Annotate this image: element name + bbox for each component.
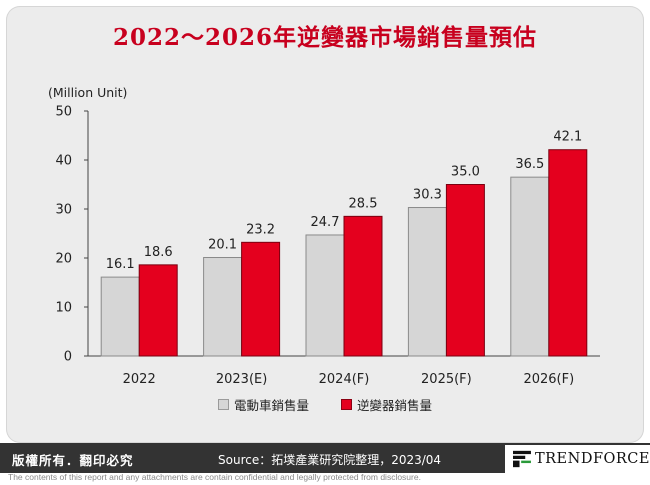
bar-value-label: 28.5 [349, 196, 378, 211]
source-note: Source：拓墣產業研究院整理，2023/04 [218, 453, 442, 467]
brand-name: TRENDFORCE [534, 451, 650, 467]
legend-item-series-1: 電動車銷售量 [217, 395, 309, 414]
bar-ev-sales [100, 276, 140, 357]
legend-label-series-2: 逆變器銷售量 [356, 398, 432, 413]
bar-ev-sales [203, 257, 243, 357]
y-tick-label: 40 [55, 154, 72, 169]
y-tick-label: 50 [55, 105, 72, 120]
disclaimer-text: The contents of this report and any atta… [8, 472, 421, 482]
footer-bar: 版權所有．翻印必究 Source：拓墣產業研究院整理，2023/04 TREND… [0, 443, 650, 473]
bar-value-label: 35.0 [451, 165, 480, 180]
legend-swatch-red [340, 399, 352, 410]
y-tick-label: 10 [55, 301, 72, 316]
x-tick-label: 2026(F) [523, 372, 574, 387]
bar-value-label: 16.1 [106, 257, 135, 272]
bar-value-label: 24.7 [311, 215, 340, 230]
legend-label-series-1: 電動車銷售量 [233, 398, 309, 413]
bar-inverter-sales [138, 264, 178, 357]
bar-value-label: 20.1 [208, 238, 237, 253]
bar-value-label: 36.5 [515, 157, 544, 172]
brand-logo: TRENDFORCE [505, 445, 650, 473]
bar-value-label: 42.1 [553, 130, 582, 145]
y-tick-label: 0 [64, 350, 72, 365]
chart-title: 2022～2026年逆變器市場銷售量預估 [112, 24, 538, 51]
bar-value-label: 18.6 [144, 245, 173, 260]
bar-inverter-sales [445, 184, 485, 357]
x-tick-label: 2024(F) [319, 372, 370, 387]
bar-value-label: 23.2 [246, 222, 275, 237]
bar-ev-sales [305, 234, 345, 357]
y-tick-label: 30 [55, 203, 72, 218]
x-tick-label: 2022 [123, 372, 156, 387]
bar-ev-sales [510, 176, 550, 357]
bar-ev-sales [407, 207, 447, 357]
bar-value-label: 30.3 [413, 188, 442, 203]
bar-inverter-sales [548, 149, 588, 357]
legend-item-series-2: 逆變器銷售量 [340, 395, 432, 414]
x-tick-label: 2025(F) [421, 372, 472, 387]
copyright-notice: 版權所有．翻印必究 [12, 453, 134, 468]
legend-swatch-gray [217, 399, 229, 410]
bar-inverter-sales [343, 215, 383, 357]
x-tick-label: 2023(E) [216, 372, 267, 387]
trendforce-logo-icon [513, 450, 531, 468]
legend: 電動車銷售量 逆變器銷售量 [0, 395, 650, 414]
y-axis-unit-label: (Million Unit) [48, 85, 128, 100]
y-tick-label: 20 [55, 252, 72, 267]
bar-inverter-sales [241, 241, 281, 357]
